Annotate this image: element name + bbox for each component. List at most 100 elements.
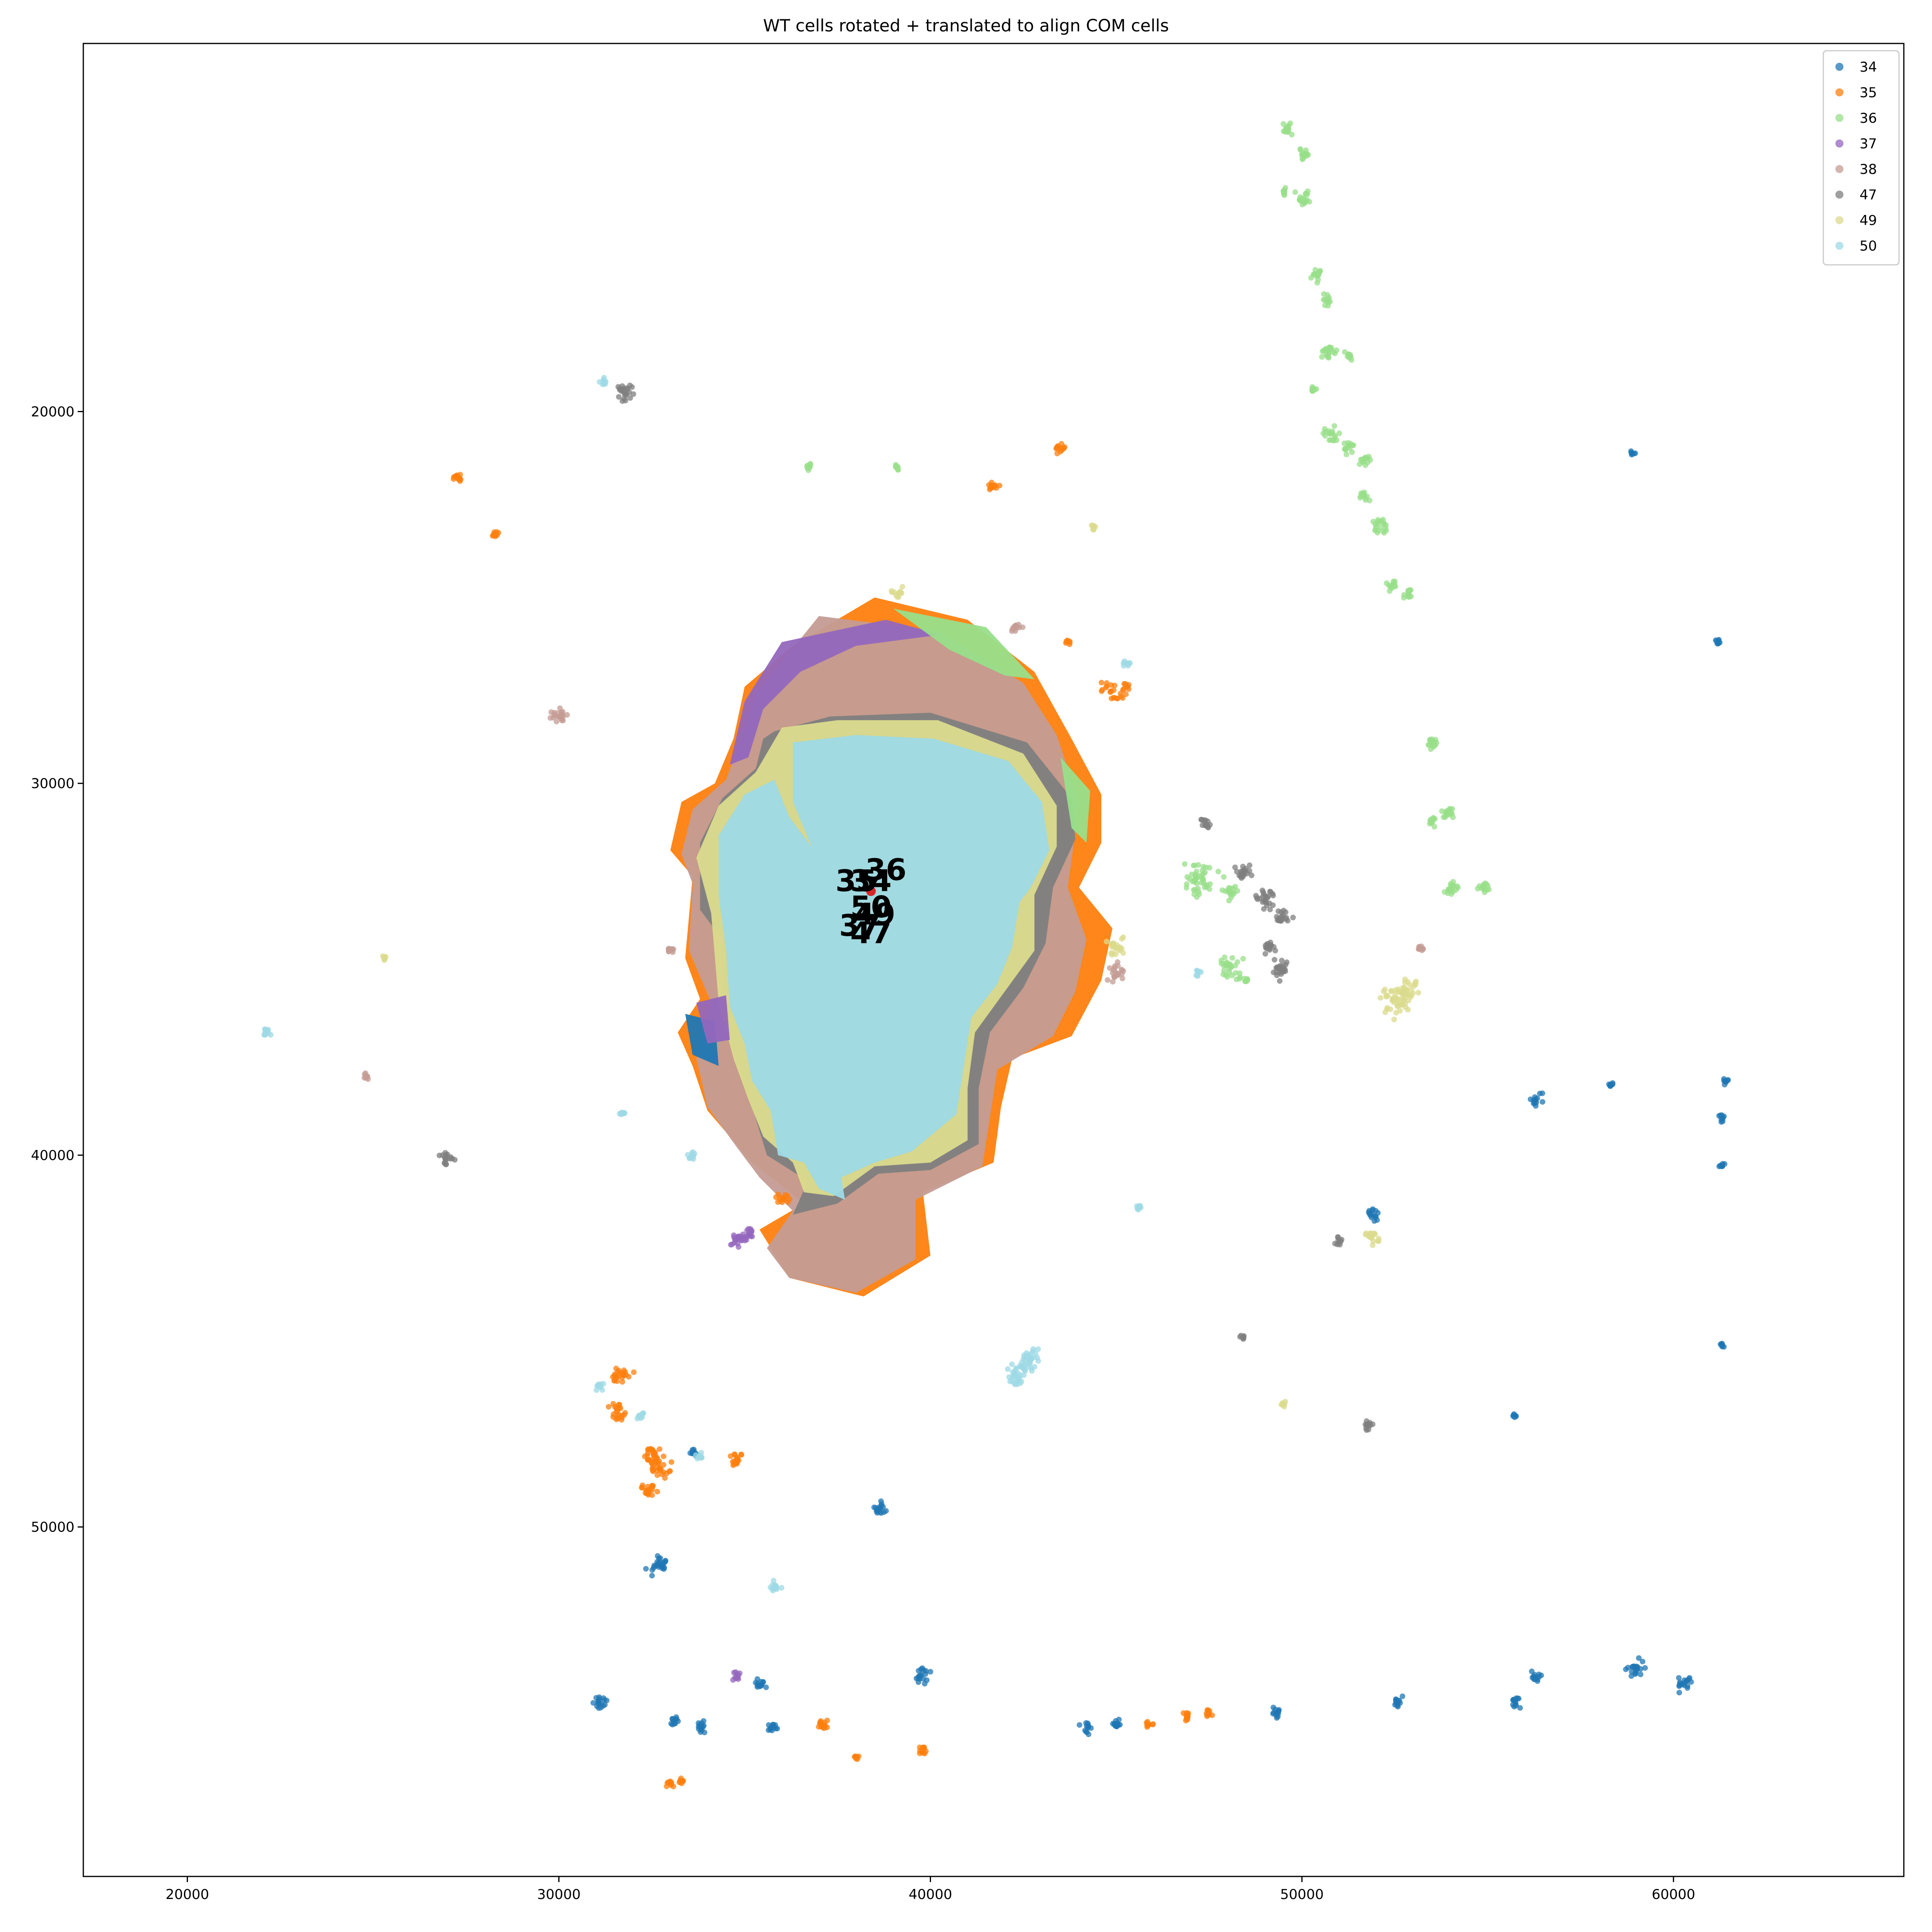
point-36 <box>1183 885 1189 891</box>
point-34 <box>590 1700 596 1706</box>
legend-marker-50 <box>1835 242 1843 250</box>
point-49 <box>1376 1236 1382 1242</box>
point-36 <box>1373 521 1378 527</box>
point-36 <box>1287 120 1293 126</box>
legend-marker-47 <box>1835 190 1843 199</box>
point-36 <box>1200 877 1206 883</box>
point-36 <box>1336 430 1342 436</box>
point-49 <box>1399 990 1406 996</box>
point-34 <box>878 1498 884 1504</box>
point-36 <box>1232 970 1238 976</box>
point-47 <box>1279 958 1285 964</box>
point-47 <box>1267 889 1274 895</box>
point-35 <box>824 1717 830 1724</box>
point-35 <box>668 1781 674 1787</box>
series-34 <box>590 448 1731 1737</box>
point-38 <box>1012 623 1018 629</box>
point-47 <box>440 1152 446 1158</box>
point-47 <box>1280 963 1286 969</box>
point-50 <box>769 1585 775 1591</box>
point-47 <box>1241 871 1247 877</box>
point-36 <box>1292 189 1298 195</box>
point-35 <box>621 1412 627 1418</box>
x-tick-label: 30000 <box>537 1887 580 1903</box>
point-34 <box>760 1679 766 1685</box>
point-36 <box>1221 874 1227 880</box>
point-35 <box>1120 695 1126 701</box>
point-47 <box>1280 969 1286 975</box>
point-34 <box>923 1668 929 1674</box>
point-47 <box>1262 898 1268 904</box>
point-34 <box>598 1705 604 1711</box>
point-49 <box>1391 1016 1397 1022</box>
point-36 <box>1322 297 1328 302</box>
point-36 <box>1316 272 1322 278</box>
point-49 <box>1370 1238 1376 1244</box>
point-38 <box>547 715 553 721</box>
point-35 <box>821 1725 827 1731</box>
point-34 <box>773 1726 779 1732</box>
point-50 <box>1018 1364 1024 1370</box>
point-36 <box>1226 962 1232 968</box>
point-37 <box>740 1231 746 1237</box>
point-35 <box>613 1373 619 1379</box>
point-36 <box>1281 128 1287 134</box>
point-36 <box>1325 303 1331 309</box>
point-50 <box>636 1414 642 1420</box>
point-47 <box>1276 908 1281 914</box>
point-49 <box>1392 987 1398 993</box>
tissue-region-50 <box>718 735 1049 1200</box>
point-36 <box>1360 459 1366 465</box>
point-49 <box>1385 993 1391 999</box>
point-35 <box>1181 1710 1187 1716</box>
legend-label-50: 50 <box>1860 238 1877 254</box>
point-49 <box>1410 990 1416 996</box>
point-49 <box>1109 952 1115 958</box>
point-50 <box>1125 661 1131 667</box>
point-47 <box>1270 902 1276 908</box>
point-34 <box>1639 1659 1645 1665</box>
point-47 <box>1263 894 1269 900</box>
series-50 <box>261 375 1204 1593</box>
point-36 <box>1401 595 1407 601</box>
point-34 <box>927 1669 933 1675</box>
point-36 <box>1326 295 1332 301</box>
legend-marker-38 <box>1835 165 1843 173</box>
point-34 <box>1722 1078 1728 1084</box>
point-36 <box>1360 493 1366 499</box>
tissue-band-37b <box>696 995 730 1044</box>
point-50 <box>778 1585 784 1591</box>
point-49 <box>1401 997 1407 1003</box>
point-38 <box>1115 963 1121 969</box>
point-47 <box>1262 951 1268 957</box>
point-36 <box>1384 580 1390 586</box>
point-34 <box>1638 1672 1643 1677</box>
point-35 <box>654 1472 661 1478</box>
point-36 <box>1328 345 1334 351</box>
point-47 <box>1290 914 1296 921</box>
point-34 <box>1632 450 1638 456</box>
point-49 <box>896 594 902 600</box>
point-36 <box>1321 291 1327 297</box>
point-36 <box>1325 355 1331 361</box>
point-38 <box>1417 945 1423 951</box>
x-tick-label: 20000 <box>165 1887 209 1903</box>
x-tick-label: 50000 <box>1280 1887 1324 1903</box>
point-36 <box>1195 862 1201 868</box>
point-37 <box>735 1233 741 1239</box>
point-36 <box>1331 423 1338 429</box>
centroid-label-37: 37 <box>839 908 881 943</box>
point-34 <box>924 1677 930 1683</box>
tissue-band-37 <box>730 619 942 765</box>
x-tick-label: 40000 <box>908 1887 952 1903</box>
point-36 <box>1221 968 1227 974</box>
point-35 <box>1121 681 1127 687</box>
point-38 <box>1104 977 1110 983</box>
point-47 <box>1247 862 1253 868</box>
point-47 <box>617 387 623 393</box>
point-35 <box>661 1453 667 1459</box>
point-38 <box>1020 624 1026 630</box>
point-50 <box>1135 1204 1141 1210</box>
point-34 <box>1716 1164 1722 1169</box>
